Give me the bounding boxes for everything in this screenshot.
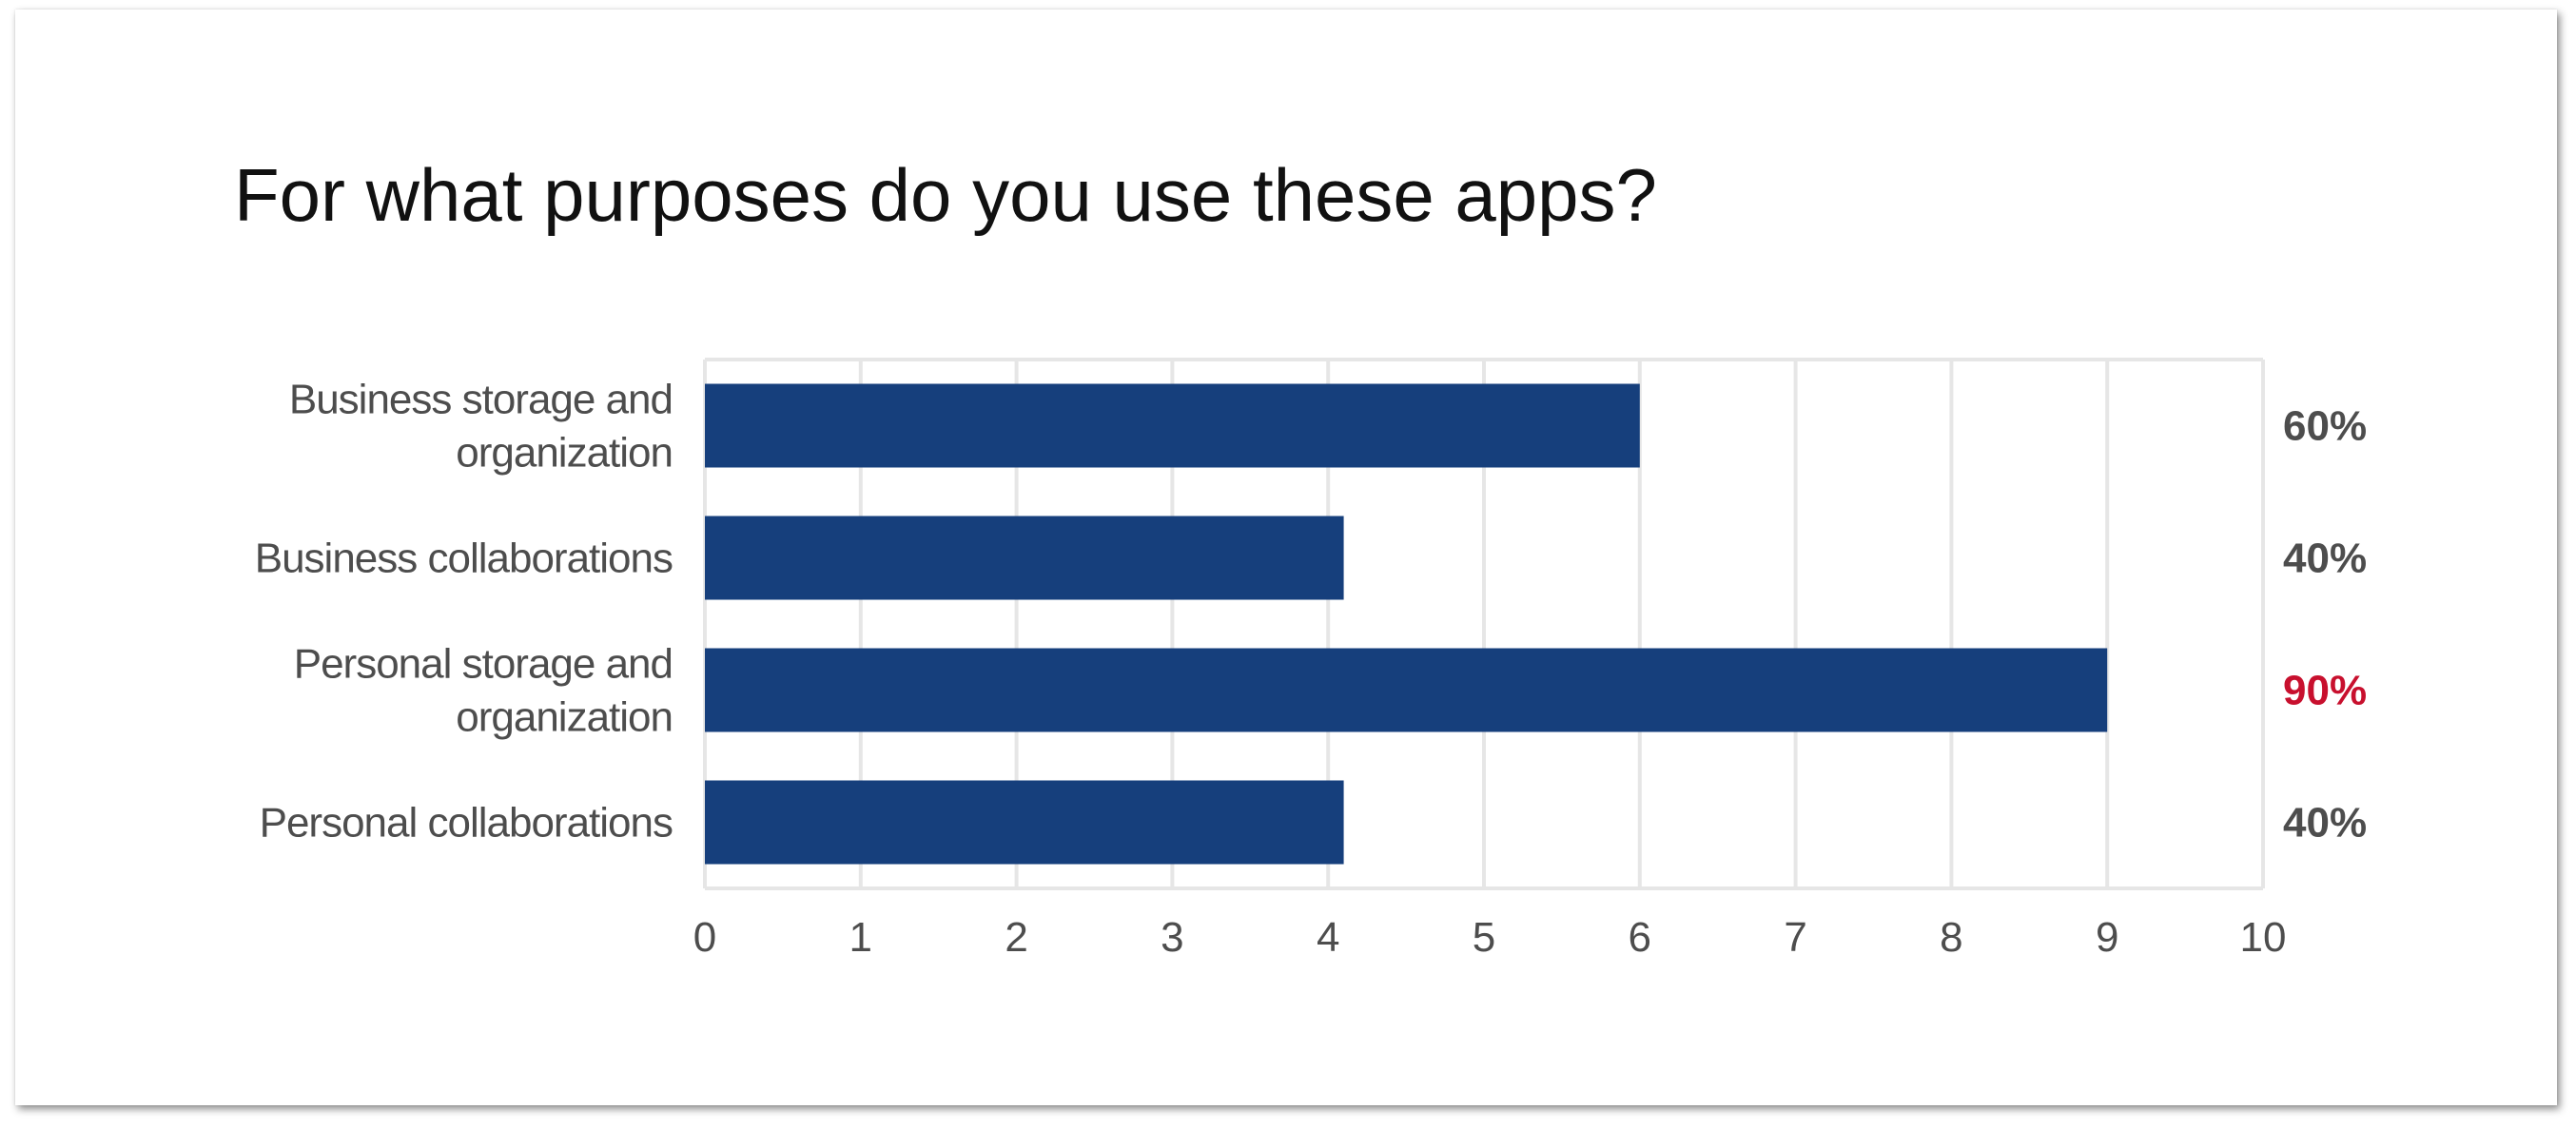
x-tick-label: 6: [1629, 914, 1651, 961]
value-label: 40%: [2283, 536, 2367, 582]
category-label: Personal storage and: [294, 641, 673, 688]
category-label: Business storage and: [289, 377, 673, 423]
chart-title: For what purposes do you use these apps?: [234, 153, 1657, 237]
x-tick-label: 3: [1161, 914, 1183, 961]
x-tick-label: 2: [1005, 914, 1027, 961]
x-tick-label: 10: [2240, 914, 2287, 961]
category-label: organization: [456, 430, 673, 477]
value-label: 60%: [2283, 403, 2367, 450]
x-tick-label: 9: [2096, 914, 2118, 961]
x-tick-label: 5: [1473, 914, 1495, 961]
bar: [705, 780, 1344, 865]
x-tick-label: 4: [1317, 914, 1339, 961]
value-label: 40%: [2283, 800, 2367, 847]
bar: [705, 516, 1344, 600]
x-tick-label: 7: [1784, 914, 1806, 961]
x-tick-label: 0: [693, 914, 716, 961]
x-tick-label: 8: [1940, 914, 1962, 961]
category-label: organization: [456, 694, 673, 741]
bar: [705, 648, 2108, 732]
category-label: Personal collaborations: [260, 800, 673, 847]
category-label: Business collaborations: [255, 536, 673, 582]
x-tick-label: 1: [849, 914, 872, 961]
bar: [705, 383, 1640, 468]
value-label: 90%: [2283, 668, 2367, 714]
